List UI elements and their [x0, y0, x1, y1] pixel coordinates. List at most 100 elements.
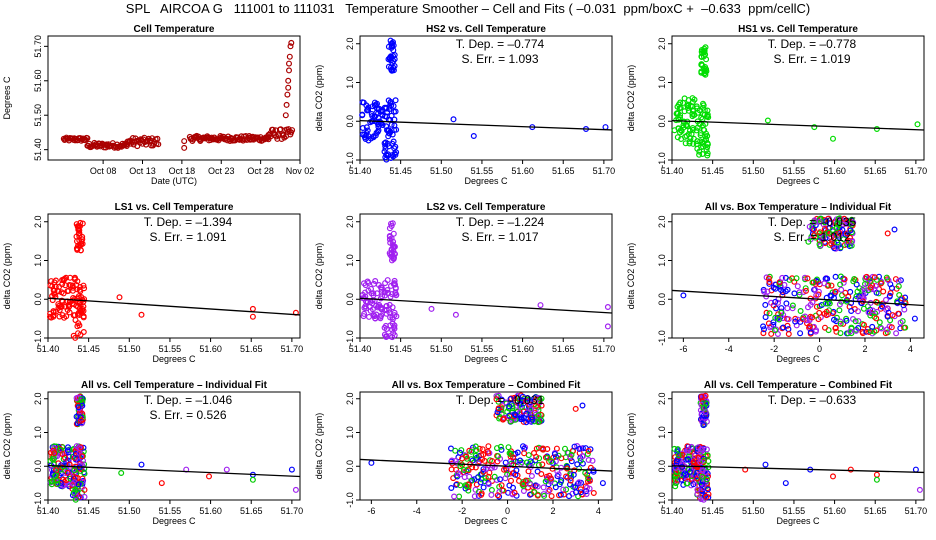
fit-annotation: T. Dep. = –1.046 — [144, 393, 233, 407]
fit-annotation: T. Dep. = –0.778 — [768, 37, 857, 51]
data-point — [536, 455, 543, 462]
x-tick-label: 51.65 — [240, 344, 263, 354]
data-point — [373, 302, 380, 309]
data-point — [812, 286, 819, 293]
fit-line — [359, 458, 613, 472]
data-point — [389, 220, 396, 227]
y-axis-label: Degrees C — [2, 76, 12, 120]
data-point — [359, 124, 366, 131]
data-point — [686, 138, 693, 145]
data-point — [118, 469, 125, 476]
data-point — [384, 277, 391, 284]
data-point — [484, 448, 491, 455]
data-point — [386, 233, 393, 240]
data-point — [373, 105, 380, 112]
y-tick-label: 51.70 — [33, 35, 43, 58]
data-point — [859, 328, 866, 335]
data-point — [488, 486, 495, 493]
data-point — [698, 481, 705, 488]
data-point — [673, 469, 680, 476]
data-point — [76, 286, 83, 293]
data-point — [839, 226, 846, 233]
data-point — [855, 318, 862, 325]
data-point — [471, 493, 478, 500]
x-axis-label: Date (UTC) — [151, 176, 197, 186]
data-point — [696, 151, 703, 158]
data-point — [71, 276, 78, 283]
data-point — [79, 220, 86, 227]
data-point — [811, 124, 818, 131]
x-axis-label: Degrees C — [464, 516, 508, 526]
data-point — [703, 476, 710, 483]
data-point — [450, 116, 457, 123]
data-point — [483, 465, 490, 472]
data-point — [533, 453, 540, 460]
data-point — [674, 110, 681, 117]
data-point — [71, 467, 78, 474]
data-point — [762, 461, 769, 468]
data-point — [847, 328, 854, 335]
panel-title: All vs. Cell Temperature – Combined Fit — [704, 380, 893, 391]
x-tick-label: 51.40 — [349, 344, 372, 354]
data-point — [837, 330, 844, 337]
data-point — [860, 285, 867, 292]
data-point — [830, 135, 837, 142]
data-point — [72, 450, 79, 457]
data-point — [809, 279, 816, 286]
y-tick-label: 1.0 — [345, 76, 355, 89]
data-point — [827, 230, 834, 237]
data-points — [46, 219, 299, 341]
data-point — [861, 321, 868, 328]
data-point — [75, 404, 82, 411]
data-point — [841, 276, 848, 283]
data-point — [829, 310, 836, 317]
data-point — [54, 480, 61, 487]
data-points — [359, 37, 609, 163]
data-point — [791, 290, 798, 297]
data-point — [70, 312, 77, 319]
data-point — [577, 489, 584, 496]
data-point — [158, 480, 165, 487]
data-point — [799, 315, 806, 322]
data-point — [369, 306, 376, 313]
x-tick-label: 51.55 — [471, 344, 494, 354]
data-point — [816, 309, 823, 316]
data-point — [534, 483, 541, 490]
x-tick-label: Oct 13 — [129, 166, 156, 176]
y-tick-label: 2.0 — [345, 392, 355, 405]
data-point — [53, 477, 60, 484]
data-point — [48, 278, 55, 285]
data-point — [602, 124, 609, 131]
data-point — [579, 445, 586, 452]
data-point — [52, 472, 59, 479]
data-point — [74, 245, 81, 252]
x-tick-label: 0 — [505, 506, 510, 516]
data-point — [847, 288, 854, 295]
data-point — [507, 396, 514, 403]
data-point — [690, 481, 697, 488]
data-point — [286, 60, 293, 67]
data-point — [893, 330, 900, 337]
data-point — [704, 144, 711, 151]
data-point — [847, 466, 854, 473]
data-point — [860, 305, 867, 312]
data-point — [764, 117, 771, 124]
data-point — [494, 492, 501, 499]
data-point — [508, 477, 515, 484]
data-point — [292, 486, 299, 493]
data-point — [479, 446, 486, 453]
data-point — [878, 280, 885, 287]
data-point — [76, 227, 83, 234]
plot-frame — [359, 35, 613, 161]
y-tick-label: 0.0 — [33, 460, 43, 473]
data-point — [502, 399, 509, 406]
data-point — [66, 309, 73, 316]
data-point — [762, 301, 769, 308]
data-point — [461, 474, 468, 481]
data-point — [843, 317, 850, 324]
data-point — [589, 457, 596, 464]
data-point — [524, 459, 531, 466]
data-point — [51, 279, 58, 286]
fit-annotation: T. Dep. = –1.394 — [144, 215, 233, 229]
data-point — [383, 325, 390, 332]
